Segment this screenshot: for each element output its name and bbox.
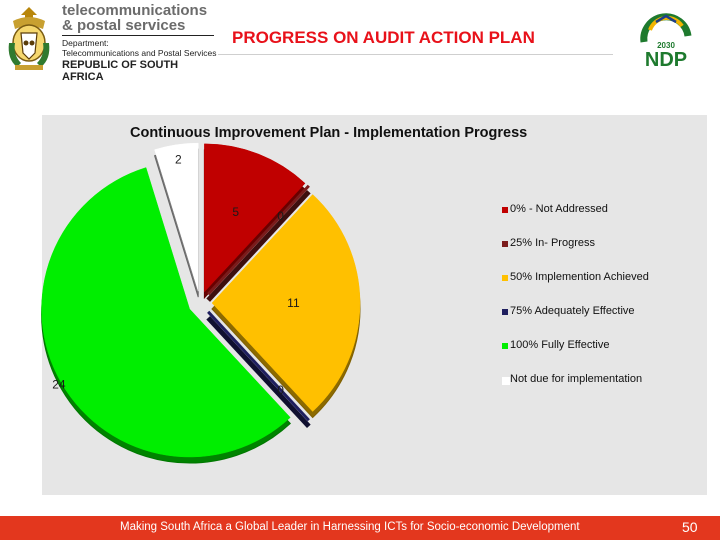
- department-full-name: Telecommunications and Postal Services: [62, 48, 217, 58]
- legend-label-5: Not due for implementation: [510, 373, 643, 385]
- legend-label-4: 100% Fully Effective: [510, 339, 610, 351]
- legend-swatch-3: [502, 309, 508, 315]
- department-name-line-2: & postal services: [62, 17, 186, 34]
- pie-slice-depth-1: [206, 190, 311, 302]
- header-divider: [62, 35, 214, 36]
- pie-value-label-0: 5: [232, 205, 239, 219]
- ndp-2030-logo-icon: 2030 NDP: [640, 13, 692, 68]
- pie-value-label-4: 24: [52, 377, 66, 391]
- department-label: Department:: [62, 38, 109, 48]
- legend-label-3: 75% Adequately Effective: [510, 305, 635, 317]
- pie-slice-2: [211, 194, 361, 412]
- legend-label-2: 50% Implemention Achieved: [510, 271, 649, 283]
- pie-slice-4: [41, 167, 291, 458]
- legend-label-1: 25% In- Progress: [510, 237, 595, 249]
- legend-swatch-0: [502, 207, 508, 213]
- pie-value-label-5: 2: [175, 152, 182, 166]
- pie-value-label-1: 0: [277, 209, 284, 223]
- pie-value-label-2: 11: [287, 296, 300, 310]
- legend-swatch-4: [502, 343, 508, 349]
- pie-slice-3: [207, 310, 310, 422]
- pie-slice-1: [207, 184, 310, 296]
- ndp-text: NDP: [645, 49, 687, 68]
- department-logo: telecommunications & postal services Dep…: [0, 0, 220, 83]
- chart-title: Continuous Improvement Plan - Implementa…: [130, 125, 528, 141]
- title-underline: [218, 54, 613, 55]
- footer-tagline: Making South Africa a Global Leader in H…: [120, 521, 580, 533]
- pie-slice-0: [204, 143, 306, 293]
- legend-swatch-1: [502, 241, 508, 247]
- pie-slice-depth-3: [206, 316, 311, 428]
- footer-bar: [0, 516, 720, 540]
- legend-swatch-2: [502, 275, 508, 281]
- legend-label-0: 0% - Not Addressed: [510, 203, 608, 215]
- slide-title: PROGRESS ON AUDIT ACTION PLAN: [232, 28, 535, 47]
- coat-of-arms-icon: [8, 7, 50, 70]
- pie-value-label-3: 0: [277, 383, 284, 397]
- country-name: REPUBLIC OF SOUTH AFRICA: [62, 59, 179, 83]
- legend-swatch-5: [502, 377, 510, 385]
- pie-slice-5: [154, 142, 199, 292]
- page-number: 50: [682, 519, 698, 535]
- ndp-year: 2030: [657, 41, 675, 50]
- department-name-line-1: telecommunications: [62, 2, 208, 19]
